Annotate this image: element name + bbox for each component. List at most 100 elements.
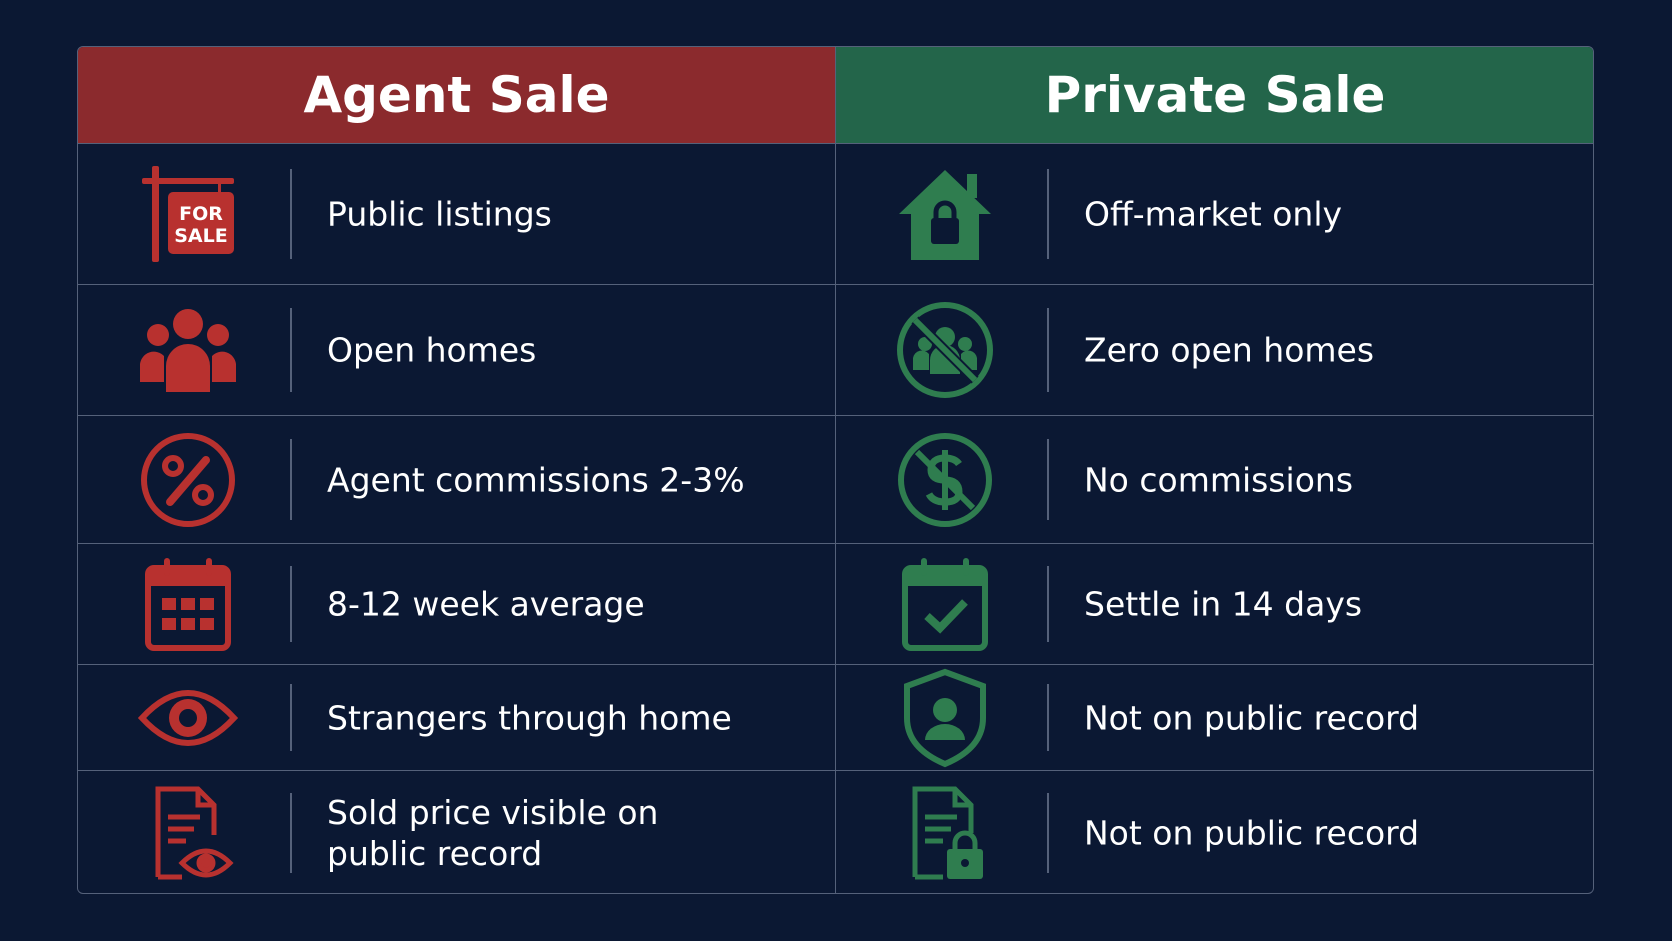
cell-text: Off-market only bbox=[1084, 194, 1342, 235]
icon-shape bbox=[147, 324, 169, 346]
icon bbox=[895, 300, 995, 400]
icon-shape bbox=[931, 218, 959, 244]
text-line: Sold price visible on bbox=[327, 793, 659, 832]
table-row: 8-12 week average Settle in 14 days bbox=[78, 543, 1593, 664]
icon bbox=[138, 300, 238, 400]
icon-shape bbox=[142, 178, 234, 184]
text-line: Strangers through home bbox=[327, 698, 732, 737]
private-cell: Off-market only bbox=[835, 144, 1593, 284]
icon-graphic bbox=[145, 558, 231, 651]
cell-text: Public listings bbox=[327, 194, 552, 235]
separator bbox=[290, 793, 292, 873]
cell-text: Open homes bbox=[327, 330, 536, 371]
separator bbox=[1047, 683, 1049, 752]
text-line: Agent commissions 2-3% bbox=[327, 460, 745, 499]
private-cell: No commissions bbox=[835, 416, 1593, 543]
icon-shape bbox=[933, 697, 957, 722]
icon-shape bbox=[148, 568, 228, 586]
text-line: public record bbox=[327, 834, 543, 873]
icon-shape bbox=[952, 830, 978, 851]
icon-shape bbox=[200, 618, 214, 630]
cell-text: Agent commissions 2-3% bbox=[327, 459, 745, 500]
text-line: Off-market only bbox=[1084, 194, 1343, 234]
agent-cell: Open homes bbox=[78, 285, 835, 415]
text-line: Open homes bbox=[327, 330, 537, 370]
icon-graphic bbox=[904, 668, 986, 767]
icon bbox=[895, 164, 995, 264]
icon-graphic bbox=[140, 309, 236, 392]
text-line: Not on public record bbox=[1084, 698, 1420, 737]
icon-graphic bbox=[897, 302, 993, 398]
icon bbox=[138, 554, 238, 654]
icon-shape bbox=[913, 350, 929, 370]
icon-shape bbox=[963, 558, 969, 576]
icon bbox=[138, 783, 238, 883]
icon-graphic bbox=[898, 432, 992, 527]
icon-shape bbox=[212, 351, 236, 382]
agent-cell: Agent commissions 2-3% bbox=[78, 416, 835, 543]
private-cell: Not on public record bbox=[835, 665, 1593, 770]
table-row: Agent commissions 2-3% No commissions bbox=[78, 415, 1593, 543]
text-line: No commissions bbox=[1084, 460, 1354, 499]
icon-shape bbox=[899, 170, 991, 260]
agent-header: Agent Sale bbox=[78, 47, 835, 143]
cell-text: 8-12 week average bbox=[327, 584, 645, 625]
icon-graphic bbox=[899, 170, 991, 260]
cell-text: Zero open homes bbox=[1084, 330, 1374, 371]
icon bbox=[138, 430, 238, 530]
text-line: Zero open homes bbox=[1084, 330, 1375, 370]
icon bbox=[895, 430, 995, 530]
separator bbox=[290, 169, 292, 259]
icon-shape bbox=[152, 166, 159, 262]
separator bbox=[1047, 793, 1049, 873]
icon-shape bbox=[166, 455, 210, 506]
separator bbox=[290, 308, 292, 392]
column-divider bbox=[835, 47, 836, 893]
icon-graphic bbox=[902, 558, 988, 651]
icon-shape bbox=[961, 859, 969, 867]
private-cell: Settle in 14 days bbox=[835, 544, 1593, 664]
sign-text: FOR bbox=[179, 203, 223, 225]
text-line: Settle in 14 days bbox=[1084, 584, 1363, 624]
agent-cell: 8-12 week average bbox=[78, 544, 835, 664]
text-line: Not on public record bbox=[1084, 813, 1420, 853]
icon bbox=[137, 668, 239, 768]
cell-text: Not on public record bbox=[1084, 813, 1419, 854]
icon-shape bbox=[162, 454, 184, 477]
separator bbox=[290, 565, 292, 643]
icon-shape bbox=[206, 558, 212, 576]
icon-shape bbox=[897, 302, 993, 398]
icon-shape bbox=[200, 598, 214, 610]
text-line: Public listings bbox=[327, 194, 552, 234]
table-row: Open homes Zero open homes bbox=[78, 284, 1593, 415]
cell-text: Settle in 14 days bbox=[1084, 584, 1362, 625]
icon-shape bbox=[921, 558, 927, 576]
icon-shape bbox=[914, 449, 976, 510]
table-row: FOR SALE Public listings Off-market only bbox=[78, 143, 1593, 284]
icon-shape bbox=[196, 853, 216, 873]
icon-graphic bbox=[141, 432, 235, 527]
icon-graphic bbox=[155, 786, 234, 880]
icon-shape bbox=[912, 317, 978, 383]
icon-graphic bbox=[137, 689, 239, 746]
icon-shape bbox=[141, 432, 235, 527]
cell-text: Strangers through home bbox=[327, 697, 732, 738]
icon-shape bbox=[898, 432, 992, 527]
private-header: Private Sale bbox=[835, 47, 1593, 143]
icon-shape bbox=[181, 618, 195, 630]
text-line: 8-12 week average bbox=[327, 584, 645, 624]
agent-cell: FOR SALE Public listings bbox=[78, 144, 835, 284]
separator bbox=[1047, 169, 1049, 259]
icon-shape bbox=[952, 789, 971, 808]
icon-shape bbox=[162, 598, 176, 610]
icon bbox=[895, 668, 995, 768]
sign-text: SALE bbox=[174, 225, 227, 247]
icon-shape bbox=[140, 351, 164, 382]
icon-shape bbox=[181, 598, 195, 610]
icon-shape bbox=[958, 337, 972, 351]
icon-shape bbox=[925, 723, 965, 740]
icon-shape bbox=[137, 689, 239, 746]
icon-shape bbox=[173, 309, 203, 339]
